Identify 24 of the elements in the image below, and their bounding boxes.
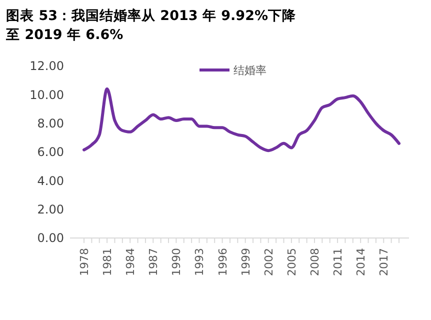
y-tick-label: 6.00 [37,145,64,160]
x-tick-label: 2008 [308,248,322,276]
x-tick-label: 1993 [193,248,206,276]
x-tick-label: 1984 [124,248,138,276]
x-tick-label: 2005 [285,248,298,276]
y-tick-label: 0.00 [37,231,64,246]
y-tick-label: 2.00 [37,202,64,217]
legend-label: 结婚率 [234,64,266,77]
x-tick-label: 1990 [170,248,184,276]
x-tick-label: 1987 [147,248,160,276]
y-tick-label: 12.00 [30,59,64,74]
x-tick-label: 2011 [332,248,345,276]
y-tick-label: 4.00 [37,174,64,188]
x-tick-label: 1996 [216,248,230,276]
x-tick-label: 1999 [239,248,252,276]
x-tick-label: 2014 [354,248,368,276]
x-tick-label: 1978 [78,248,91,276]
x-tick-label: 2017 [378,248,391,276]
y-tick-label: 10.00 [30,88,64,102]
x-tick-label: 2002 [262,248,276,276]
x-tick-label: 1981 [101,248,114,276]
chart-title: 图表 53：我国结婚率从 2013 年 9.92%下降至 2019 年 6.6% [5,7,297,43]
y-tick-label: 8.00 [37,116,64,131]
line-series [82,87,400,152]
